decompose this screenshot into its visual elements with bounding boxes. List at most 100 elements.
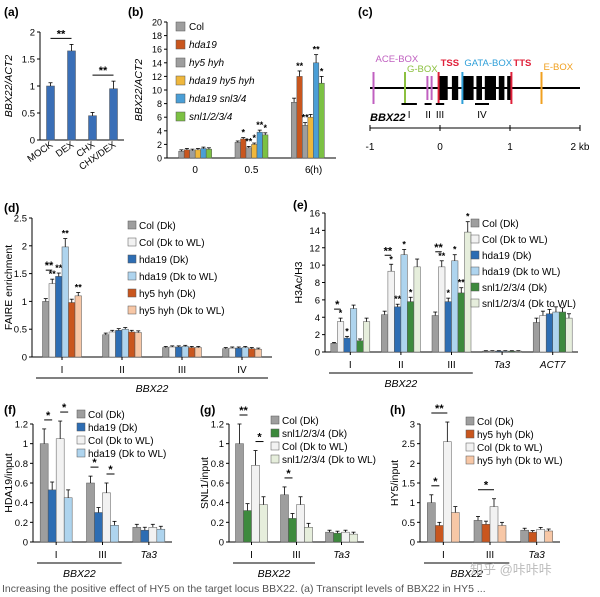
y-tick-label: 0: [23, 538, 28, 549]
y-tick-label: 2.5: [14, 214, 27, 225]
legend-swatch: [470, 234, 480, 244]
y-tick-label: 2: [410, 459, 415, 470]
x-tick-label: DEX: [54, 139, 77, 160]
legend-swatch: [175, 111, 186, 122]
bar-chx-dex: [109, 88, 118, 141]
y-axis-label: SNL1/input: [199, 457, 211, 509]
significance-stars: *: [402, 239, 406, 249]
bar-Col--Dk-: [532, 322, 540, 353]
bar-Col--Dk-to-WL-: [536, 529, 545, 543]
y-tick-label: 0.5: [14, 325, 27, 336]
significance-stars: *: [62, 402, 67, 414]
y-tick-label: 1: [30, 82, 35, 93]
bar-Col--Dk-: [427, 502, 436, 543]
x-tick-label: II: [398, 360, 404, 371]
bar-hda19-snl3-4: [313, 62, 320, 159]
bar-Col--Dk-to-WL-: [251, 465, 260, 543]
bar-Col--Dk-: [330, 343, 338, 353]
significance-stars: *: [320, 66, 324, 76]
significance-stars: **: [434, 242, 443, 254]
legend-entry: hda19: [189, 40, 217, 51]
x-tick-label: Ta3: [141, 550, 158, 561]
bar-hda19--Dk-: [55, 276, 63, 358]
bar-hda19-snl3-4: [200, 148, 207, 159]
bar-Col--Dk-to-WL-: [488, 350, 496, 353]
significance-stars: *: [263, 123, 267, 133]
region-label: I: [408, 110, 411, 121]
panel-label: (e): [293, 198, 308, 212]
y-tick-label: 1.5: [22, 55, 35, 66]
significance-stars: *: [389, 254, 393, 264]
legend-entry: Col (Dk): [139, 221, 176, 232]
bar-snl1-2-3-4--Dk-to-WL-: [514, 350, 522, 353]
bar-Col--Dk-to-WL-: [341, 531, 350, 543]
bar-hy5-hyh--Dk-: [68, 302, 76, 358]
bar-hda19--Dk-to-WL-: [501, 350, 509, 353]
legend-entry: hda19 (Dk to WL): [139, 272, 217, 283]
x-tick-label: I: [55, 550, 58, 561]
significance-stars: *: [409, 287, 413, 297]
x-tick-label: Ta3: [529, 550, 546, 561]
x-tick-label: I: [61, 365, 64, 376]
element-label: ACE-BOX: [376, 54, 419, 65]
y-tick-label: 10: [309, 261, 320, 272]
y-tick-label: 6: [157, 113, 162, 123]
figure-canvas: 00.511.52BBX22/ACT2(a)MOCKDEXCHXCHX/DEX*…: [3, 5, 590, 580]
significance-stars: **: [296, 61, 304, 71]
bar-Col--Dk-to-WL-: [168, 346, 176, 358]
bar-hy5-hyh--Dk-: [248, 348, 256, 358]
y-tick-label: 0.4: [15, 498, 28, 509]
legend-swatch: [175, 93, 186, 104]
y-tick-label: 0: [157, 154, 162, 164]
panel-label: (a): [4, 5, 19, 19]
figure-caption: Increasing the positive effect of HY5 on…: [2, 583, 486, 595]
x-tick-label: ACT7: [539, 360, 566, 371]
panel-label: (c): [358, 5, 373, 19]
bar-hy5-hyh--Dk-: [128, 331, 136, 358]
bar-hda19--Dk-: [444, 301, 452, 353]
legend-swatch: [76, 409, 86, 419]
y-tick-label: 2: [30, 28, 35, 39]
bar-hy5-hyh--Dk-to-WL-: [497, 525, 507, 543]
bar-hy5-hyh: [189, 150, 196, 159]
y-tick-label: 1.5: [402, 479, 415, 490]
panel-h-legend: Col (Dk) hy5 hyh (Dk) Col (Dk to WL) hy5 hy…: [465, 416, 563, 467]
legend-swatch: [127, 271, 137, 281]
bar-Col--Dk-: [39, 443, 49, 543]
significance-stars: *: [257, 432, 262, 444]
y-tick-label: 0.2: [15, 518, 28, 529]
legend-swatch: [465, 416, 475, 426]
legend-swatch: [470, 266, 480, 276]
scale-label: -1: [366, 142, 375, 153]
bar-Col--Dk-to-WL-: [539, 315, 547, 353]
panel-label: (h): [390, 403, 405, 417]
legend-swatch: [175, 57, 186, 68]
panel-d-legend: Col (Dk) Col (Dk to WL) hda19 (Dk) hda19 (D…: [127, 220, 225, 317]
y-axis-label: BBX22/ACT2: [133, 59, 145, 122]
bar-hda19--Dk-: [235, 347, 243, 358]
significance-stars: **: [55, 263, 63, 273]
y-tick-label: 10: [152, 86, 162, 96]
legend-swatch: [470, 282, 480, 292]
scale-label: 0: [437, 142, 443, 153]
y-tick-label: 1: [219, 439, 224, 450]
panel-label: (b): [128, 5, 143, 19]
x-tick-label: I: [442, 550, 445, 561]
x-tick-label: I: [250, 550, 253, 561]
legend-entry: Col (Dk): [88, 410, 125, 421]
significance-stars: **: [313, 45, 321, 55]
significance-stars: *: [108, 464, 113, 476]
legend-entry: Col (Dk): [477, 417, 514, 428]
group-label: BBX22: [385, 378, 418, 390]
scale-label: 2 kb: [571, 142, 590, 153]
y-tick-label: 14: [309, 226, 320, 237]
region-label: III: [436, 110, 444, 121]
significance-stars: **: [99, 65, 108, 77]
bar-hy5-hyh--Dk-to-WL-: [74, 295, 82, 358]
legend-entry: hda19 (Dk): [139, 255, 188, 266]
group-label: BBX22: [450, 568, 483, 580]
bar-Col--Dk-to-WL-: [296, 504, 305, 543]
panel-label: (d): [4, 201, 19, 215]
bar-snl1-2-3-4--Dk-: [508, 350, 516, 353]
bar-hy5-hyh: [302, 125, 309, 159]
